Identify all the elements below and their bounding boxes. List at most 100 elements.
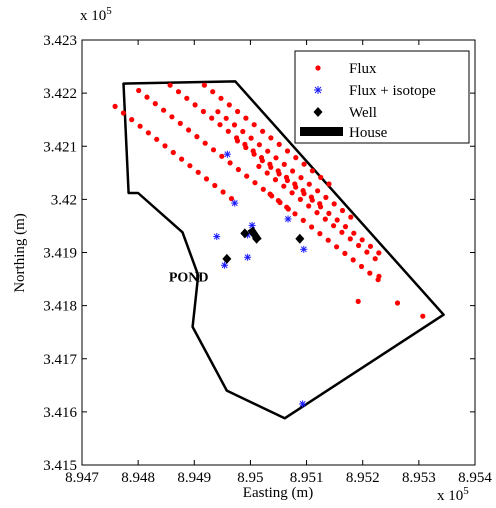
flux-point	[129, 117, 135, 123]
flux-point	[137, 123, 143, 129]
flux-isotope-point	[284, 215, 292, 223]
y-multiplier-exponent: 5	[106, 5, 112, 17]
flux-point	[281, 183, 287, 189]
flux-isotope-point	[244, 253, 252, 261]
flux-point	[301, 161, 307, 167]
flux-point	[298, 175, 304, 181]
flux-point	[167, 82, 173, 88]
legend-well-label: Well	[349, 105, 377, 121]
flux-point	[201, 82, 207, 88]
flux-point	[162, 143, 168, 149]
flux-point	[219, 153, 225, 159]
flux-point	[209, 115, 215, 121]
flux-point	[348, 214, 354, 220]
y-axis-label: Northing (m)	[12, 213, 28, 293]
y-tick-label: 3.419	[43, 246, 77, 262]
flux-point	[161, 107, 167, 113]
flux-point	[358, 263, 365, 270]
well-point	[222, 253, 232, 264]
flux-point	[276, 171, 282, 177]
flux-point	[244, 173, 250, 179]
flux-point	[342, 224, 349, 230]
flux-point	[240, 128, 246, 135]
flux-point	[256, 163, 262, 169]
flux-point	[215, 109, 221, 115]
legend-isotope-marker	[314, 86, 322, 94]
flux-point	[225, 128, 231, 134]
flux-point	[293, 184, 299, 190]
x-tick-label: 8.954	[458, 470, 492, 486]
flux-point	[334, 244, 340, 250]
flux-point	[170, 149, 176, 156]
flux-point	[152, 101, 158, 107]
flux-point	[227, 160, 233, 166]
y-tick-label: 3.423	[43, 33, 77, 49]
flux-point	[281, 161, 287, 167]
legend-well-marker	[313, 107, 323, 117]
flux-point	[145, 130, 151, 136]
flux-point	[339, 207, 346, 214]
flux-point	[187, 163, 193, 169]
flux-point	[220, 189, 226, 195]
flux-point	[301, 191, 307, 197]
flux-point	[284, 204, 290, 210]
flux-point	[339, 229, 345, 235]
legend-house-label: House	[349, 125, 388, 141]
flux-point	[290, 168, 296, 174]
flux-point	[284, 148, 291, 154]
flux-isotope-point	[299, 400, 307, 408]
site-boundary	[122, 80, 445, 420]
flux-point	[169, 114, 175, 120]
y-multiplier-base: x 10	[80, 8, 106, 24]
flux-point	[356, 242, 362, 249]
flux-point	[372, 256, 378, 262]
flux-point	[192, 102, 198, 108]
flux-point	[175, 89, 182, 95]
flux-point	[318, 204, 324, 210]
flux-point	[195, 169, 201, 175]
flux-point	[367, 270, 373, 276]
flux-point	[355, 298, 361, 304]
flux-point	[276, 141, 282, 147]
pond-annotation: POND	[169, 271, 209, 286]
flux-point	[228, 196, 235, 202]
y-tick-label: 3.416	[43, 405, 77, 421]
flux-point	[212, 182, 218, 189]
y-tick-label: 3.417	[43, 352, 77, 368]
flux-point	[231, 122, 238, 128]
flux-point	[359, 237, 365, 243]
flux-point	[325, 237, 331, 243]
flux-point	[334, 217, 340, 223]
flux-point	[264, 170, 270, 176]
flux-point	[272, 177, 279, 183]
flux-point	[350, 257, 356, 263]
flux-point	[144, 94, 150, 100]
flux-point	[376, 273, 382, 279]
x-tick-label: 8.949	[177, 470, 211, 486]
flux-isotope-point	[221, 261, 229, 269]
flux-point	[267, 191, 273, 197]
flux-point	[223, 115, 229, 121]
legend-flux-label: Flux	[349, 61, 377, 77]
flux-point	[284, 177, 290, 184]
flux-point	[243, 144, 249, 151]
flux-point	[248, 135, 254, 141]
flux-point	[342, 250, 348, 256]
flux-point	[326, 210, 332, 216]
flux-point	[306, 181, 312, 187]
flux-point	[331, 223, 337, 229]
flux-point	[252, 180, 258, 186]
flux-isotope-point	[213, 233, 221, 241]
flux-point	[292, 211, 298, 217]
flux-point	[394, 300, 401, 306]
flux-point	[235, 166, 241, 173]
flux-isotope-point	[300, 245, 308, 253]
flux-point	[210, 147, 217, 153]
flux-point	[136, 87, 142, 94]
flux-point	[420, 313, 426, 319]
flux-point	[112, 103, 118, 109]
flux-point	[194, 134, 200, 140]
x-tick-label: 8.95	[237, 470, 263, 486]
x-multiplier-base: x 10	[437, 488, 463, 504]
y-tick-label: 3.422	[43, 86, 77, 102]
